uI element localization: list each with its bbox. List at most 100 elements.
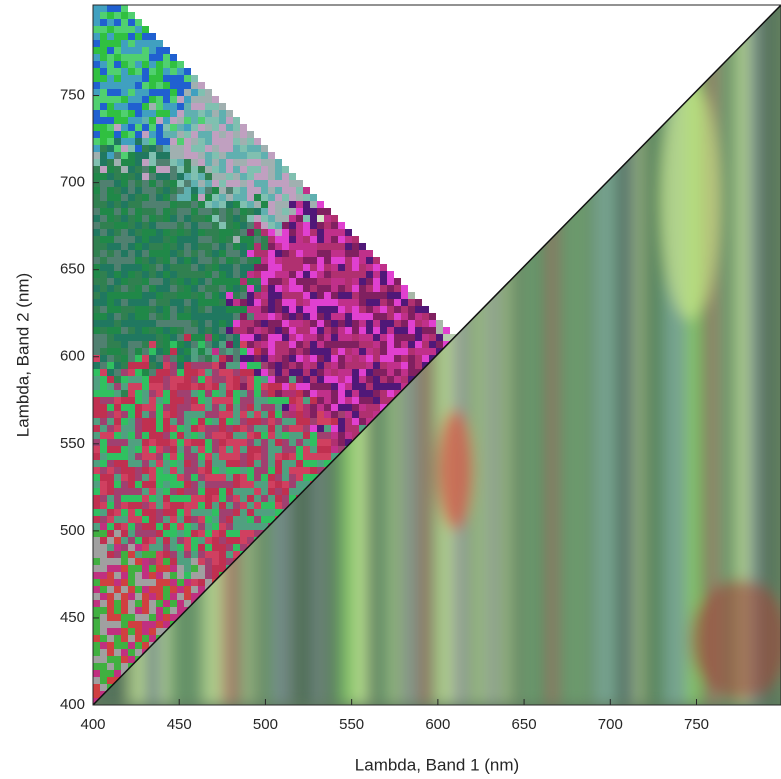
image-pixel	[247, 495, 254, 502]
image-pixel	[261, 278, 268, 285]
image-pixel	[226, 180, 233, 187]
image-pixel	[177, 579, 184, 586]
image-pixel	[100, 285, 107, 292]
image-pixel	[373, 313, 380, 320]
image-pixel	[107, 103, 114, 110]
image-pixel	[149, 229, 156, 236]
image-pixel	[247, 285, 254, 292]
image-pixel	[289, 201, 296, 208]
image-pixel	[254, 530, 261, 537]
image-pixel	[226, 327, 233, 334]
image-pixel	[135, 243, 142, 250]
image-pixel	[282, 243, 289, 250]
image-pixel	[100, 509, 107, 516]
image-pixel	[142, 229, 149, 236]
image-pixel	[289, 180, 296, 187]
image-pixel	[226, 152, 233, 159]
image-pixel	[198, 390, 205, 397]
image-pixel	[282, 180, 289, 187]
image-pixel	[107, 600, 114, 607]
image-pixel	[359, 418, 366, 425]
image-pixel	[135, 565, 142, 572]
image-pixel	[191, 250, 198, 257]
image-pixel	[352, 341, 359, 348]
image-pixel	[121, 124, 128, 131]
image-pixel	[212, 348, 219, 355]
image-pixel	[107, 530, 114, 537]
image-pixel	[359, 313, 366, 320]
image-pixel	[310, 327, 317, 334]
image-pixel	[247, 502, 254, 509]
image-pixel	[191, 369, 198, 376]
image-pixel	[219, 334, 226, 341]
image-pixel	[184, 96, 191, 103]
image-pixel	[93, 159, 100, 166]
image-pixel	[198, 264, 205, 271]
image-pixel	[317, 215, 324, 222]
image-pixel	[233, 320, 240, 327]
image-pixel	[289, 404, 296, 411]
image-pixel	[240, 250, 247, 257]
image-pixel	[254, 481, 261, 488]
image-pixel	[317, 264, 324, 271]
image-pixel	[156, 152, 163, 159]
image-pixel	[268, 250, 275, 257]
image-pixel	[408, 362, 415, 369]
image-pixel	[93, 215, 100, 222]
image-pixel	[296, 488, 303, 495]
image-pixel	[198, 236, 205, 243]
image-pixel	[191, 159, 198, 166]
image-pixel	[135, 530, 142, 537]
image-pixel	[212, 439, 219, 446]
image-pixel	[205, 474, 212, 481]
image-pixel	[114, 320, 121, 327]
image-pixel	[170, 299, 177, 306]
image-pixel	[128, 201, 135, 208]
image-pixel	[128, 614, 135, 621]
image-pixel	[233, 446, 240, 453]
image-pixel	[156, 593, 163, 600]
image-pixel	[275, 481, 282, 488]
image-pixel	[93, 397, 100, 404]
image-pixel	[149, 383, 156, 390]
image-pixel	[191, 124, 198, 131]
image-pixel	[317, 362, 324, 369]
image-pixel	[163, 411, 170, 418]
image-pixel	[254, 348, 261, 355]
image-pixel	[205, 306, 212, 313]
image-pixel	[142, 467, 149, 474]
image-pixel	[135, 628, 142, 635]
image-pixel	[121, 313, 128, 320]
image-pixel	[121, 383, 128, 390]
image-pixel	[93, 425, 100, 432]
image-pixel	[352, 236, 359, 243]
image-pixel	[93, 530, 100, 537]
image-pixel	[128, 432, 135, 439]
image-pixel	[107, 418, 114, 425]
image-pixel	[226, 467, 233, 474]
image-pixel	[198, 418, 205, 425]
image-pixel	[387, 278, 394, 285]
image-pixel	[107, 537, 114, 544]
image-pixel	[198, 124, 205, 131]
image-pixel	[142, 75, 149, 82]
image-pixel	[261, 166, 268, 173]
image-pixel	[184, 82, 191, 89]
image-pixel	[254, 138, 261, 145]
image-pixel	[135, 278, 142, 285]
image-pixel	[331, 397, 338, 404]
image-pixel	[191, 201, 198, 208]
image-pixel	[107, 166, 114, 173]
image-pixel	[135, 145, 142, 152]
image-pixel	[100, 523, 107, 530]
image-pixel	[128, 19, 135, 26]
image-pixel	[303, 474, 310, 481]
image-pixel	[191, 460, 198, 467]
image-pixel	[240, 159, 247, 166]
image-pixel	[135, 383, 142, 390]
image-pixel	[142, 551, 149, 558]
image-pixel	[317, 236, 324, 243]
image-pixel	[261, 376, 268, 383]
image-pixel	[107, 89, 114, 96]
image-pixel	[191, 236, 198, 243]
